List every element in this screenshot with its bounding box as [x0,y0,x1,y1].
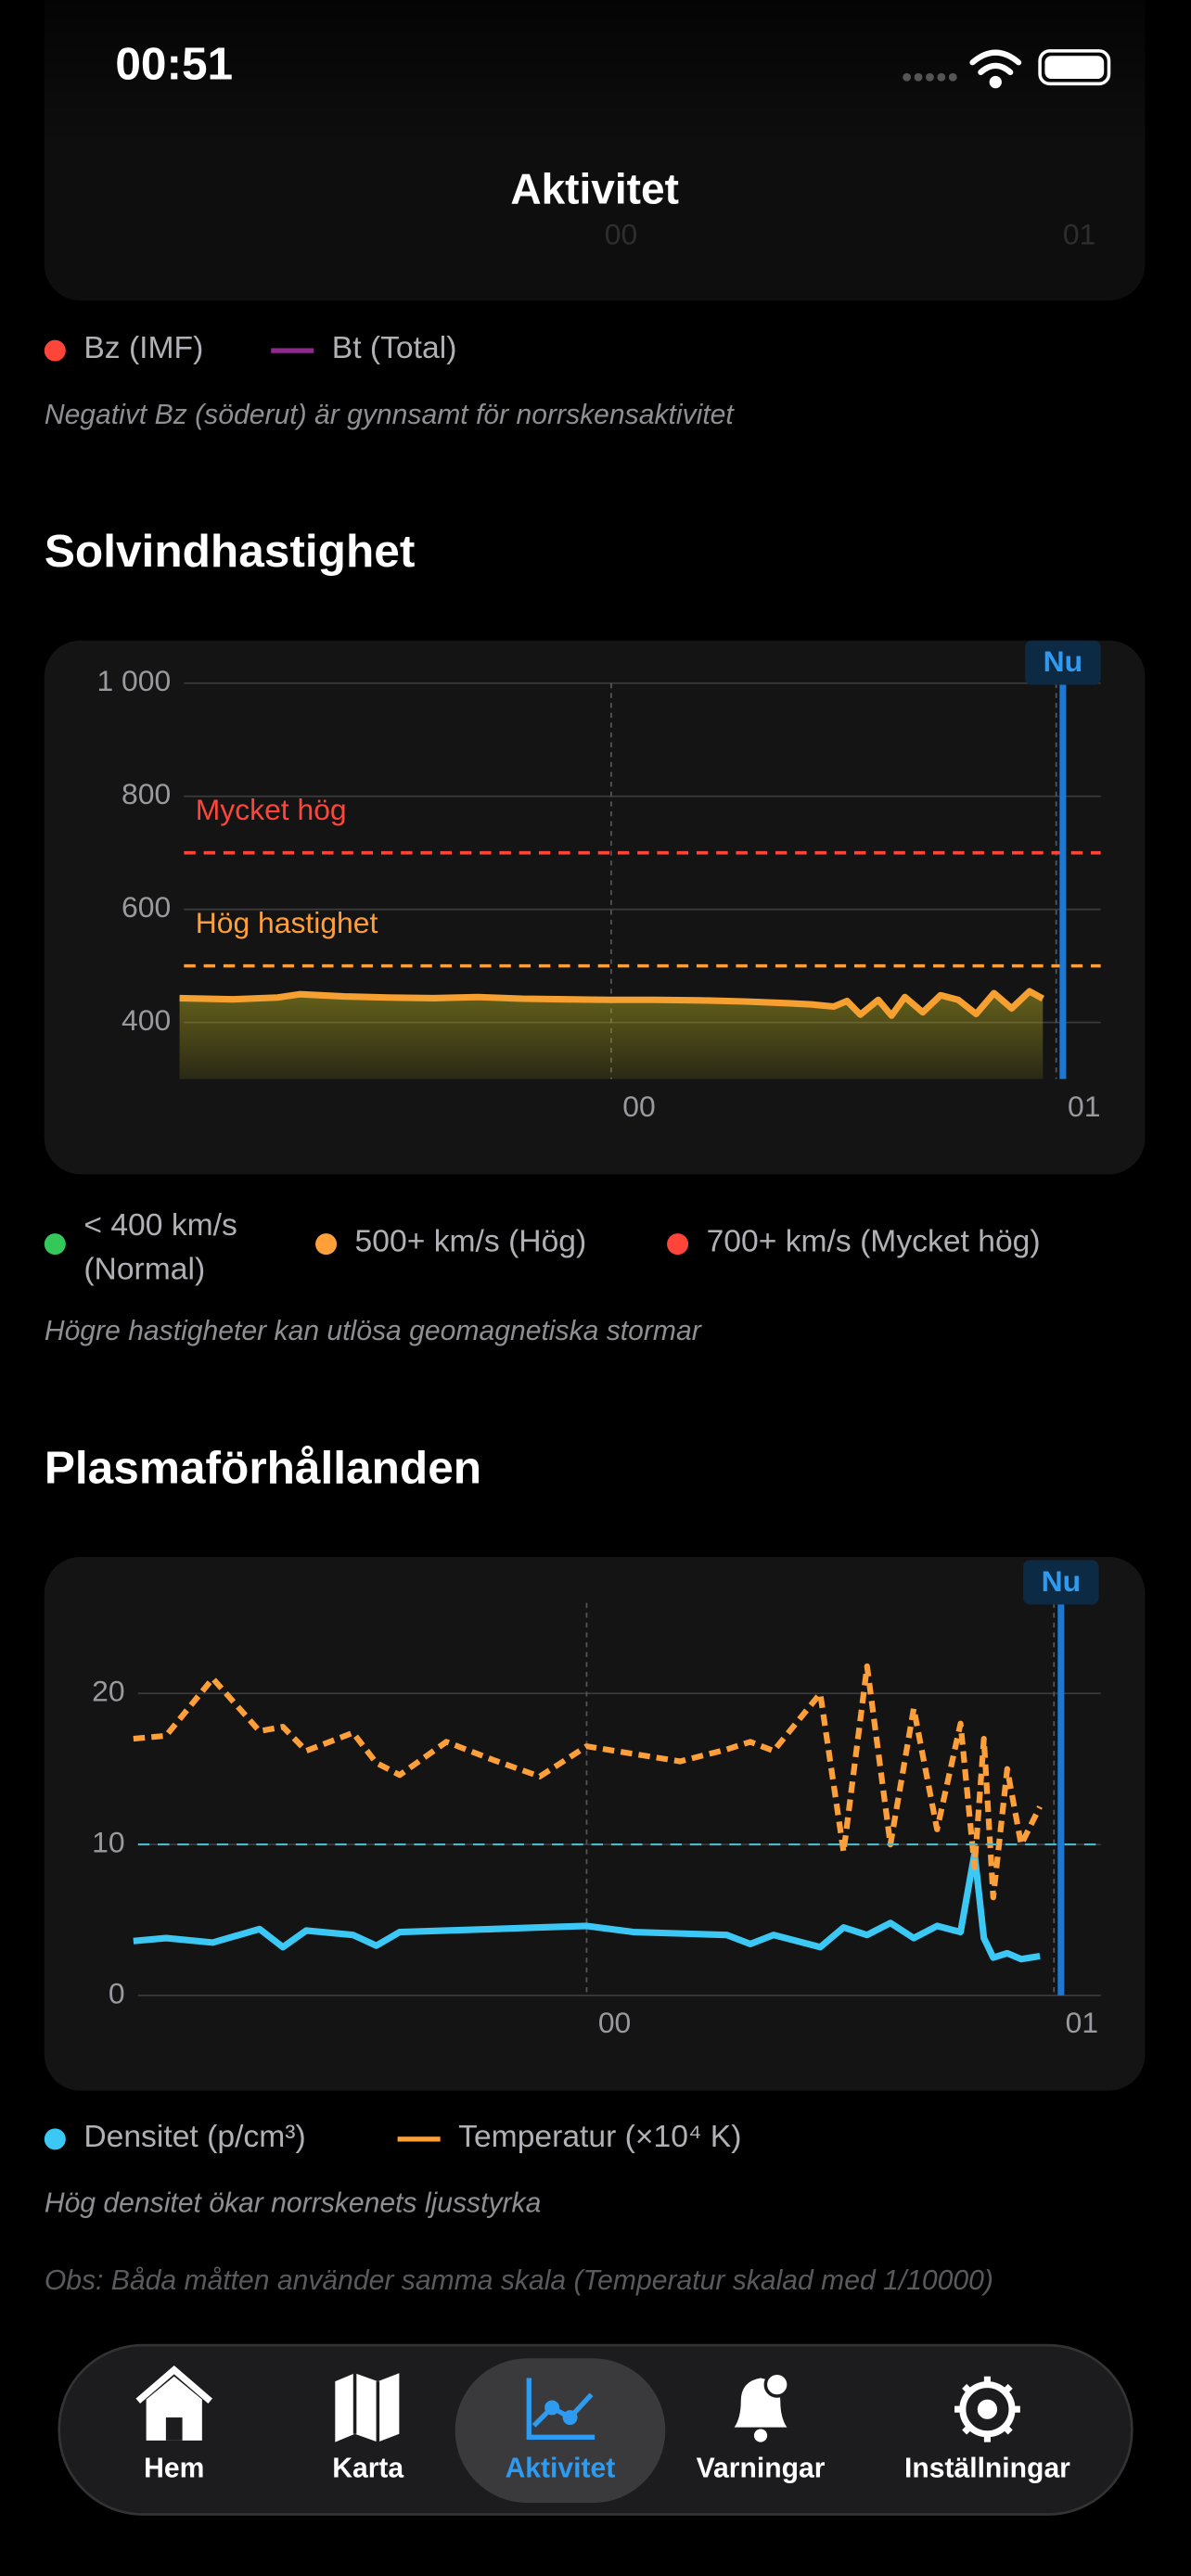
tab-label[interactable]: Aktivitet [506,2454,616,2484]
gear-icon [954,2376,1020,2442]
line [133,1663,1043,1901]
note: Negativt Bz (söderut) är gynnsamt för no… [44,399,734,431]
note: Obs: Båda måtten använder samma skala (T… [44,2264,993,2296]
home-icon [135,2366,213,2441]
battery-icon [1038,49,1111,86]
tab-selected-bg [455,2358,666,2504]
now-badge [1025,640,1101,685]
wifi-icon [969,49,1022,89]
note: Hög densitet ökar norrskenets ljusstyrka [44,2187,542,2219]
legend-item: Temperatur (×10⁴ K) [397,2120,742,2156]
reference-label: Mycket hög [196,793,347,826]
y-tick-label: 20 [92,1675,124,1708]
bz-x-tick: 00 [605,217,637,250]
header-title: Aktivitet [510,164,679,212]
legend-label: Densitet (p/cm³) [83,2120,306,2155]
legend-item: Bt (Total) [271,332,456,368]
chart-icon [526,2378,596,2440]
signal-icon [903,72,957,82]
section-title: Plasmaförhållanden [44,1442,482,1493]
note: Högre hastigheter kan utlösa geomagnetis… [44,1315,701,1347]
legend-item: 500+ km/s (Hög) [315,1225,586,1261]
y-tick-label: 10 [92,1826,124,1859]
status-fade [0,0,1191,148]
status-time: 00:51 [115,38,233,90]
bz-x-tick: 01 [1063,217,1095,250]
map-icon [335,2373,400,2442]
y-tick-label: 0 [109,1976,125,2009]
now-label: Nu [1044,644,1082,678]
now-badge [1023,1560,1099,1605]
y-tick-label: 400 [122,1003,171,1037]
legend-label: Temperatur (×10⁴ K) [458,2120,742,2155]
battery-level [1044,56,1105,80]
tab-label[interactable]: Inställningar [904,2454,1070,2484]
legend-label: < 400 km/s (Normal) [83,1208,237,1288]
area [179,991,1044,1079]
line [179,988,1045,1019]
x-tick-label: 01 [1066,2006,1098,2039]
tab-label[interactable]: Karta [332,2454,403,2484]
x-tick-label: 00 [622,1090,655,1123]
legend-item: < 400 km/s (Normal) [44,1204,281,1293]
plasma-card [44,1557,1146,2091]
reference-label: Hög hastighet [196,906,378,939]
legend-item: Bz (IMF) [44,331,204,368]
y-tick-label: 600 [122,890,171,924]
legend-label: 700+ km/s (Mycket hög) [706,1225,1041,1260]
x-tick-label: 00 [598,2006,631,2039]
tab-label[interactable]: Hem [144,2454,204,2484]
legend-label: 500+ km/s (Hög) [354,1225,587,1260]
legend-item: 700+ km/s (Mycket hög) [667,1225,1041,1261]
now-label: Nu [1042,1564,1081,1598]
legend-item: Densitet (p/cm³) [44,2120,306,2156]
legend-label: Bt (Total) [331,331,457,366]
x-tick-label: 01 [1068,1090,1100,1123]
section-title: Solvindhastighet [44,525,416,577]
bell-icon [734,2371,790,2442]
y-tick-label: 800 [122,777,171,810]
tab-label[interactable]: Varningar [697,2454,826,2484]
y-tick-label: 1 000 [96,664,171,697]
legend-label: Bz (IMF) [83,331,204,366]
